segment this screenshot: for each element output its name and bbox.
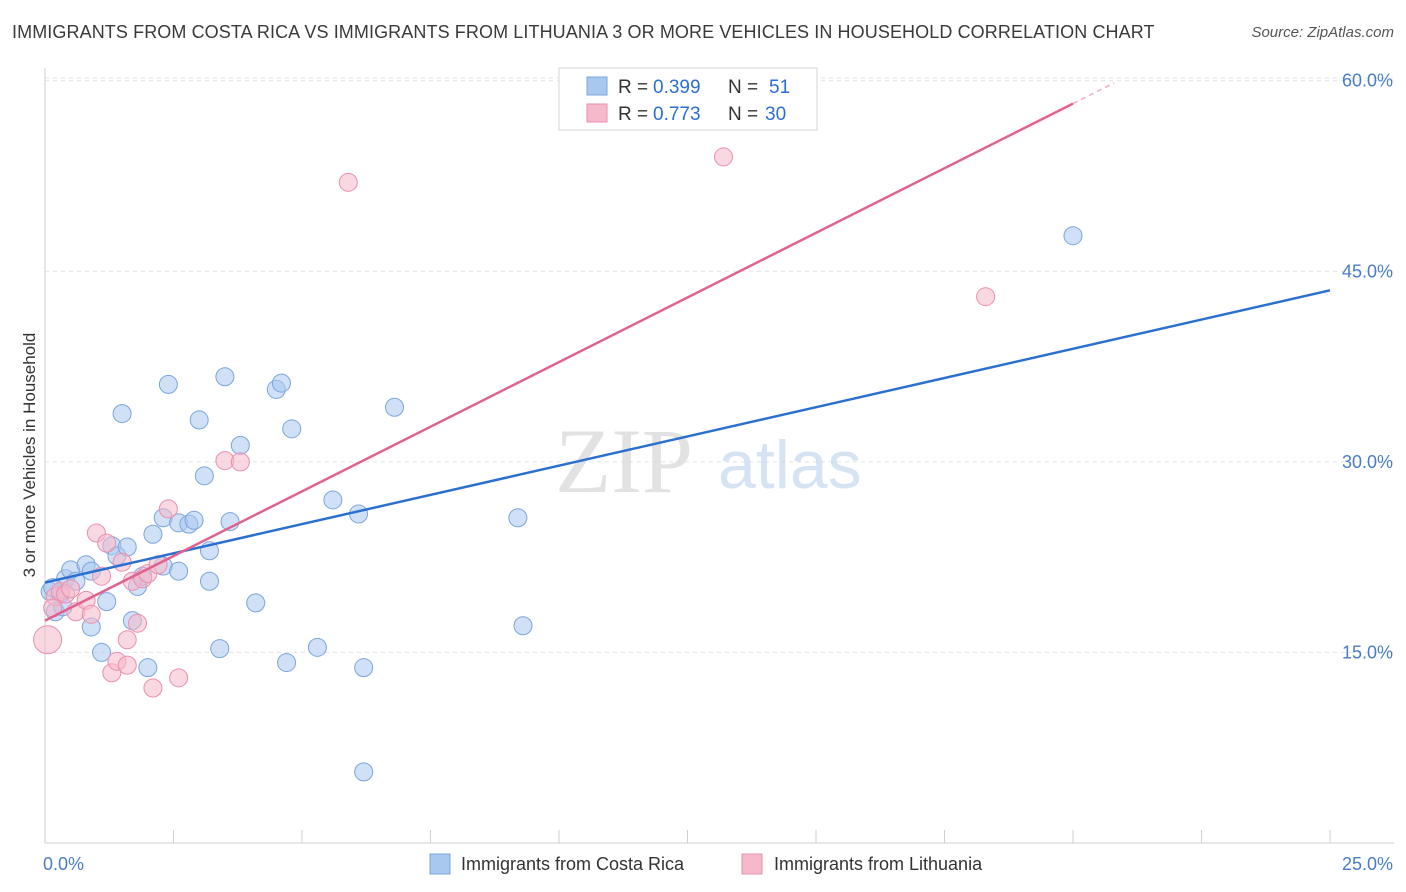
costa-rica-point-34 [230,435,250,455]
legend-r-value-2: 0.773 [653,104,701,125]
lithuania-point-27 [713,147,733,167]
costa-rica-point-38 [277,653,297,673]
costa-rica-point-19 [143,524,163,544]
costa-rica-point-43 [354,658,374,678]
lithuania-point-17 [128,613,148,633]
lithuania-point-26 [338,172,358,192]
x-tick-label-1: 25.0% [1342,854,1393,874]
lithuania-trend-extension [1072,82,1115,105]
y-tick-label-3: 60.0% [1342,71,1393,91]
costa-rica-trend-line [44,289,1331,584]
costa-rica-point-26 [184,510,204,530]
legend-n-label-2: N = [728,104,758,125]
y-tick-labels: 15.0% 30.0% 45.0% 60.0% [1342,71,1393,663]
series-legend-swatch-costa-rica [429,853,451,875]
lithuania-point-20 [143,678,163,698]
x-tick-labels: 0.0% 25.0% [43,854,1393,874]
costa-rica-point-27 [189,410,209,430]
costa-rica-point-23 [169,561,189,581]
lithuania-point-23 [169,668,189,688]
costa-rica-point-30 [199,571,219,591]
series-legend-swatch-lithuania [741,853,763,875]
legend-n-value-1: 51 [769,77,790,98]
costa-rica-point-48 [1063,226,1083,246]
costa-rica-point-22 [158,374,178,394]
series-legend-label-lithuania: Immigrants from Lithuania [774,854,983,874]
costa-rica-point-9 [92,642,112,662]
lithuania-trend-line [44,102,1074,622]
costa-rica-point-13 [112,404,132,424]
y-axis-label: 3 or more Vehicles in Household [20,333,39,578]
costa-rica-point-35 [246,593,266,613]
costa-rica-point-28 [194,466,214,486]
costa-rica-point-18 [138,658,158,678]
costa-rica-point-46 [508,508,528,528]
costa-rica-point-32 [215,367,235,387]
axes [44,68,1394,844]
y-tick-label-0: 15.0% [1342,642,1393,662]
stats-legend: R = 0.399 N = 51 R = 0.773 N = 30 [558,67,818,131]
costa-rica-point-40 [307,637,327,657]
legend-n-value-2: 30 [765,104,786,125]
chart-title: IMMIGRANTS FROM COSTA RICA VS IMMIGRANTS… [12,22,1155,42]
lithuania-point-13 [112,552,132,572]
costa-rica-point-37 [271,373,291,393]
trend-lines [44,82,1331,622]
lithuania-points [33,147,996,698]
lithuania-point-25 [230,452,250,472]
x-tick-label-0: 0.0% [43,854,84,874]
x-tick-marks [44,830,1331,843]
lithuania-point-7 [81,604,101,624]
watermark-atlas: atlas [718,427,862,503]
legend-swatch-costa-rica [586,76,608,96]
costa-rica-point-47 [513,616,533,636]
legend-n-label-1: N = [728,77,758,98]
watermark: ZIP atlas [555,410,862,512]
costa-rica-point-31 [210,639,230,659]
lithuania-point-14 [117,630,137,650]
legend-r-label-1: R = [618,77,648,98]
costa-rica-point-44 [354,762,374,782]
costa-rica-point-10 [97,592,117,612]
chart-source: Source: ZipAtlas.com [1251,24,1394,41]
legend-r-value-1: 0.399 [653,77,701,98]
series-legend-label-costa-rica: Immigrants from Costa Rica [461,854,685,874]
lithuania-point-0 [33,625,63,655]
lithuania-point-15 [117,655,137,675]
y-tick-label-1: 30.0% [1342,452,1393,472]
series-legend: Immigrants from Costa Rica Immigrants fr… [429,853,983,875]
lithuania-point-10 [97,533,117,553]
lithuania-point-4 [61,579,81,599]
lithuania-point-22 [158,499,178,519]
y-tick-label-2: 45.0% [1342,261,1393,281]
costa-rica-point-41 [323,490,343,510]
lithuania-point-28 [976,287,996,307]
legend-r-label-2: R = [618,104,648,125]
costa-rica-point-45 [385,397,405,417]
costa-rica-point-39 [282,419,302,439]
legend-swatch-lithuania [586,103,608,123]
